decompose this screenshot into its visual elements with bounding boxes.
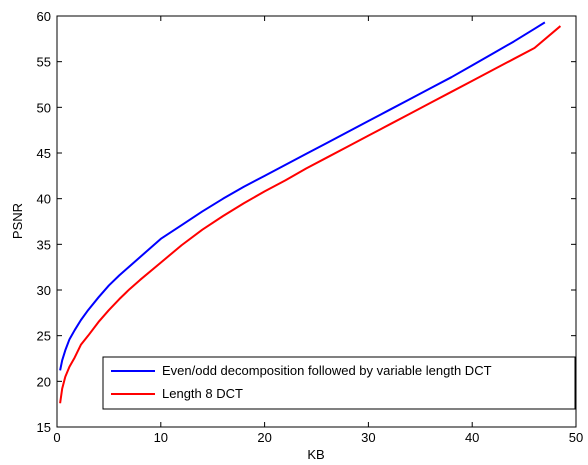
y-tick-label: 35 — [37, 237, 51, 252]
series-layer — [59, 21, 562, 404]
x-tick-label: 0 — [53, 430, 60, 445]
y-tick-label: 45 — [37, 146, 51, 161]
y-tick-label: 15 — [37, 420, 51, 435]
plot-frame — [56, 15, 577, 428]
x-tick-label: 20 — [257, 430, 271, 445]
x-tick-label: 30 — [361, 430, 375, 445]
x-axis-label: KB — [307, 447, 324, 462]
legend-box — [102, 356, 576, 410]
y-tick-label: 40 — [37, 192, 51, 207]
y-tick-label: 50 — [37, 100, 51, 115]
y-tick-label: 55 — [37, 55, 51, 70]
series-line-1 — [59, 21, 546, 371]
y-tick-label: 25 — [37, 329, 51, 344]
legend: Even/odd decomposition followed by varia… — [102, 356, 576, 410]
series-line-2 — [59, 25, 562, 404]
y-tick-label: 60 — [37, 9, 51, 24]
x-tick-label: 50 — [569, 430, 583, 445]
x-tick-label: 40 — [465, 430, 479, 445]
legend-label-series-1: Even/odd decomposition followed by varia… — [162, 363, 492, 378]
legend-label-series-2: Length 8 DCT — [162, 386, 243, 401]
x-tick-label: 10 — [154, 430, 168, 445]
y-tick-label: 30 — [37, 283, 51, 298]
y-tick-label: 20 — [37, 374, 51, 389]
y-axis-label: PSNR — [10, 203, 25, 239]
